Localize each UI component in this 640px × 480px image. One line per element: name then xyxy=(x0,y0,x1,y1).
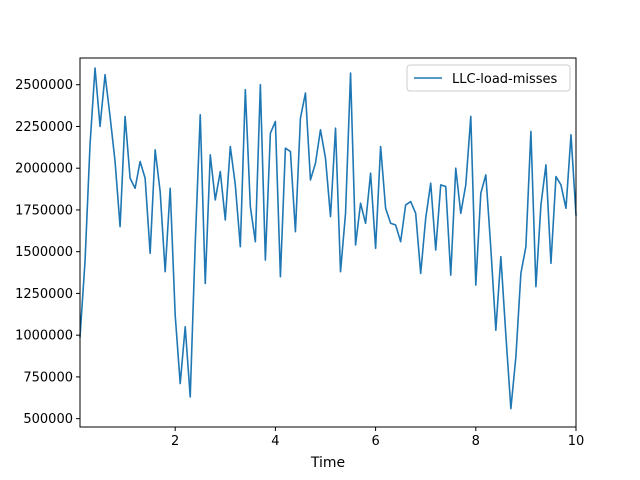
y-tick-label: 1250000 xyxy=(15,287,73,302)
x-tick-label: 6 xyxy=(371,434,379,449)
x-tick-label: 4 xyxy=(271,434,279,449)
legend-box xyxy=(406,64,571,92)
y-tick-label: 2000000 xyxy=(15,162,73,177)
x-axis: 2 4 6 8 10 xyxy=(171,427,584,449)
legend-label: LLC-load-misses xyxy=(452,72,558,87)
x-axis-label: Time xyxy=(310,455,345,471)
x-tick-label: 2 xyxy=(171,434,179,449)
plot-area xyxy=(80,58,576,427)
x-tick-label: 10 xyxy=(568,434,585,449)
y-tick-label: 2250000 xyxy=(15,120,73,135)
y-tick-label: 750000 xyxy=(23,370,73,385)
legend: LLC-load-misses xyxy=(406,64,571,92)
y-axis: 500000 750000 1000000 1250000 1500000 1750000… xyxy=(15,78,80,427)
plot-frame xyxy=(79,57,577,428)
y-tick-label: 1500000 xyxy=(15,245,73,260)
x-tick-label: 8 xyxy=(472,434,480,449)
y-tick-label: 1000000 xyxy=(15,329,73,344)
y-tick-label: 500000 xyxy=(23,412,73,427)
y-tick-label: 2500000 xyxy=(15,78,73,93)
series-line-0 xyxy=(79,67,577,410)
y-tick-label: 1750000 xyxy=(15,203,73,218)
series-layer xyxy=(79,67,577,410)
